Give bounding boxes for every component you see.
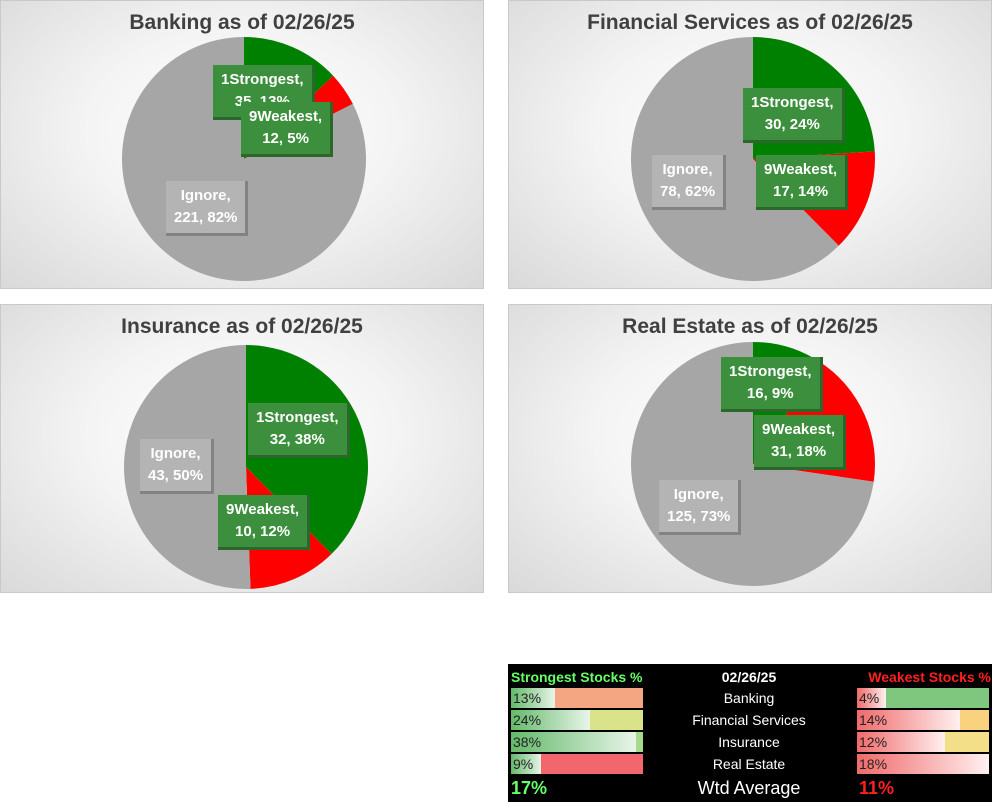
slice-category: Ignore, [662,161,713,178]
strongest-bar [511,710,591,730]
label-strongest: 1Strongest, 32, 38% [248,403,350,458]
strongest-average: 17% [511,778,548,798]
slice-category: 9Weakest, [249,108,323,125]
label-weakest: 9Weakest, 12, 5% [241,102,334,157]
slice-value: 10, 12% [235,523,291,540]
strongest-bar [511,732,637,752]
weakest-bar [857,754,989,774]
banking-pie-panel: Banking as of 02/26/25 1Strongest,35, 13… [0,0,484,289]
date-header: 02/26/25 [721,669,777,685]
strongest-value: 13% [513,690,542,706]
chart-title: Banking as of 02/26/25 [129,11,355,34]
table-footer: 17% Wtd Average 11% [509,776,991,801]
pie-slice-ignore [630,37,839,281]
strongest-value: 24% [513,712,542,728]
label-ignore: Ignore, 43, 50% [140,439,215,494]
weakest-cell: 4% [857,688,989,708]
slice-category: Ignore, [180,187,231,204]
slice-category: 9Weakest, [764,161,838,178]
weakest-bar [857,710,960,730]
chart-title: Real Estate as of 02/26/25 [622,315,878,338]
insurance-pie-panel: Insurance as of 02/26/25 1Strongest, 32, … [0,304,484,593]
slice-category: 1Strongest, [729,363,812,380]
label-weakest: 9Weakest, 10, 12% [218,495,311,550]
table-row: 38% Insurance 12% [509,731,991,753]
table-row: 13% Banking 4% [509,687,991,709]
pie-svg [124,345,368,589]
label-weakest: 9Weakest, 17, 14% [756,155,849,210]
slice-value: 221, 82% [174,209,238,226]
table-header: Strongest Stocks % 02/26/25 Weakest Stoc… [509,665,991,687]
sector-name: Financial Services [692,712,806,728]
slice-value: 30, 24% [764,116,820,133]
strongest-header: Strongest Stocks % [511,669,643,685]
sector-name: Banking [723,690,775,706]
strongest-cell: 38% [511,732,643,752]
weakest-cell: 18% [857,754,989,774]
slice-value: 17, 14% [773,183,829,200]
slice-category: 1Strongest, [256,409,339,426]
weakest-cell: 14% [857,710,989,730]
summary-table: Strongest Stocks % 02/26/25 Weakest Stoc… [508,664,992,802]
chart-title: Financial Services as of 02/26/25 [587,11,913,34]
table-row: 24% Financial Services 14% [509,709,991,731]
slice-value: 31, 18% [771,443,827,460]
slice-category: 1Strongest, [751,94,834,111]
slice-value: 12, 5% [262,130,309,147]
weakest-average: 11% [859,778,895,798]
weakest-value: 14% [859,712,888,728]
weakest-header: Weakest Stocks % [868,669,991,685]
strongest-bar [511,754,542,774]
slice-value: 43, 50% [148,467,204,484]
weakest-value: 12% [859,734,888,750]
label-weakest: 9Weakest, 31, 18% [754,415,847,470]
label-strongest: 1Strongest, 16, 9% [721,357,823,412]
strongest-cell: 24% [511,710,643,730]
slice-value: 32, 38% [269,431,325,448]
slice-category: 9Weakest, [762,421,836,438]
slice-value: 125, 73% [667,508,731,525]
strongest-bar [511,688,555,708]
slice-value: 16, 9% [746,385,794,402]
slice-value: 78, 62% [660,183,716,200]
strongest-value: 9% [513,756,534,772]
weakest-bar [857,732,946,752]
label-ignore: Ignore, 221, 82% [166,181,249,236]
weakest-bar [857,688,887,708]
slice-category: Ignore, [673,486,724,503]
pie-svg [630,37,875,281]
chart-title: Insurance as of 02/26/25 [121,315,363,338]
pie-svg [631,342,875,586]
slice-category: Ignore, [150,445,201,462]
average-label: Wtd Average [697,778,801,798]
label-ignore: Ignore, 125, 73% [659,480,742,535]
real-estate-pie-panel: Real Estate as of 02/26/25 1Strongest, 16… [508,304,992,593]
weakest-cell: 12% [857,732,989,752]
label-strongest: 1Strongest, 30, 24% [743,88,845,143]
sector-name: Insurance [718,734,780,750]
slice-category: 1Strongest, [221,71,304,88]
table-row: 9% Real Estate 18% [509,753,991,775]
strongest-cell: 9% [511,754,643,774]
label-ignore: Ignore, 78, 62% [652,155,727,210]
financial-services-pie-panel: Financial Services as of 02/26/25 1Stron… [508,0,992,289]
weakest-value: 4% [859,690,880,706]
weakest-value: 18% [859,756,888,772]
sector-name: Real Estate [712,756,786,772]
strongest-cell: 13% [511,688,643,708]
slice-category: 9Weakest, [226,501,300,518]
strongest-value: 38% [513,734,542,750]
